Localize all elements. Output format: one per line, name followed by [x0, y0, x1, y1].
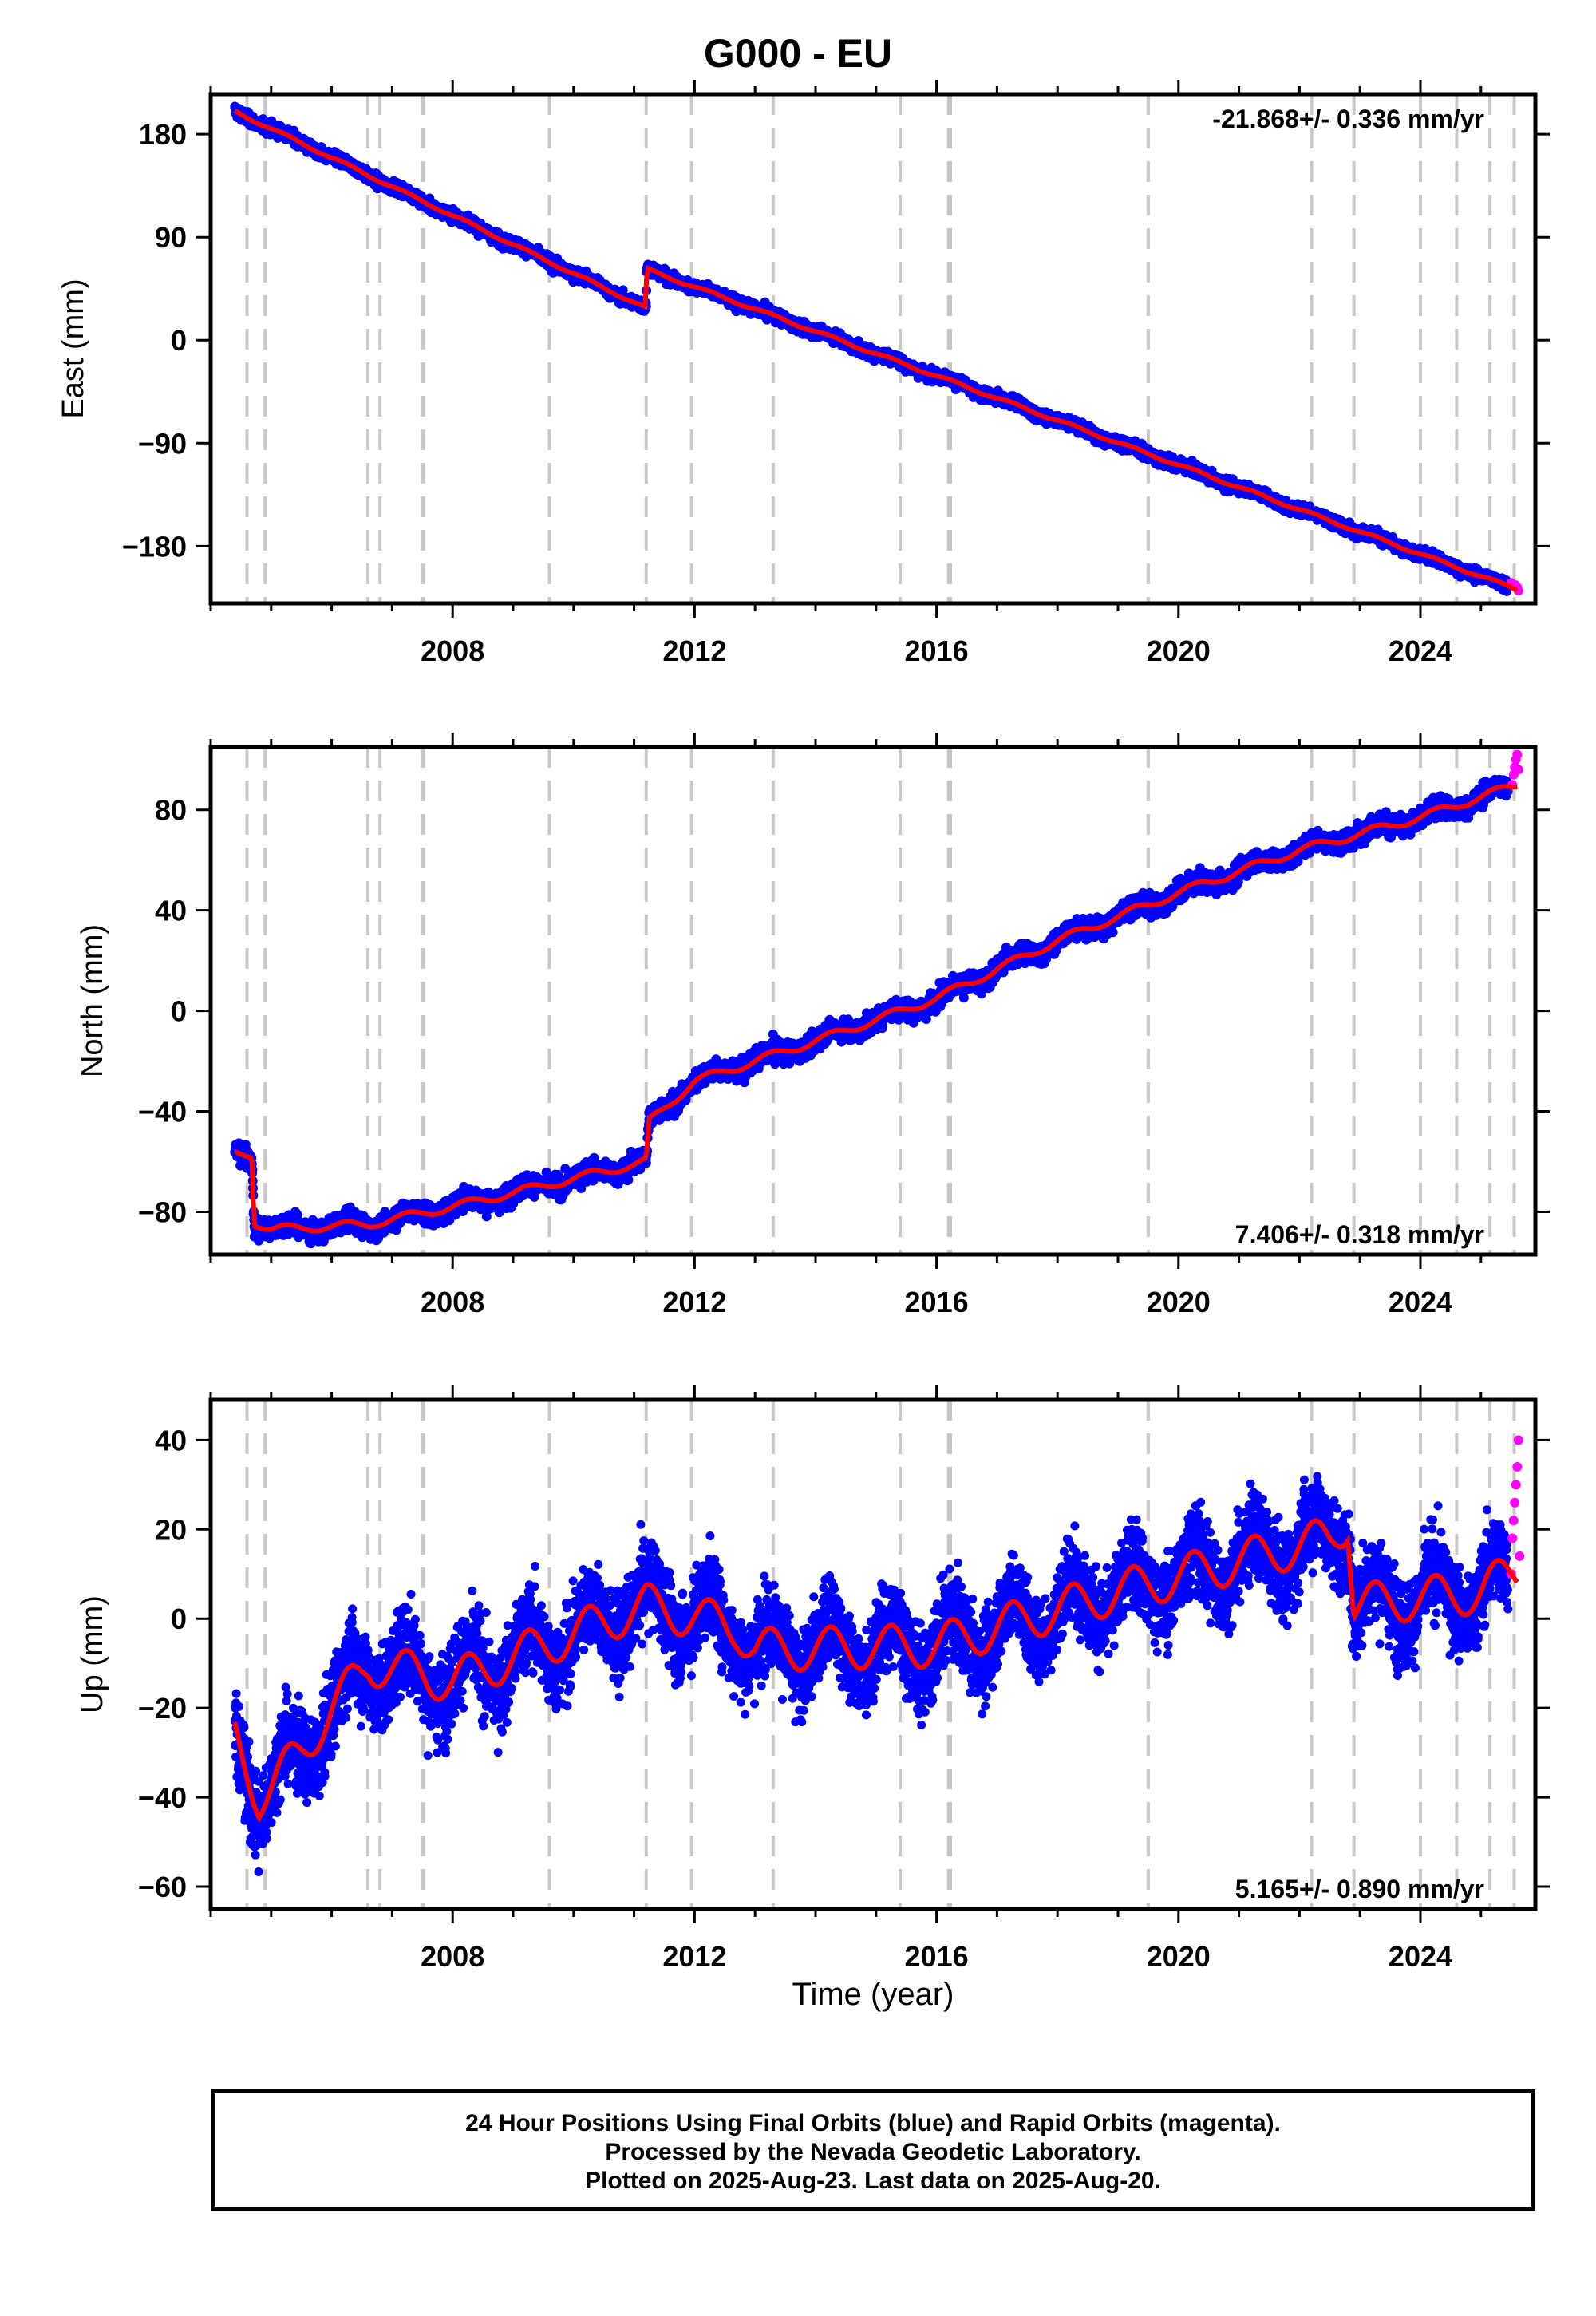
chart-title: G000 - EU [703, 31, 893, 76]
